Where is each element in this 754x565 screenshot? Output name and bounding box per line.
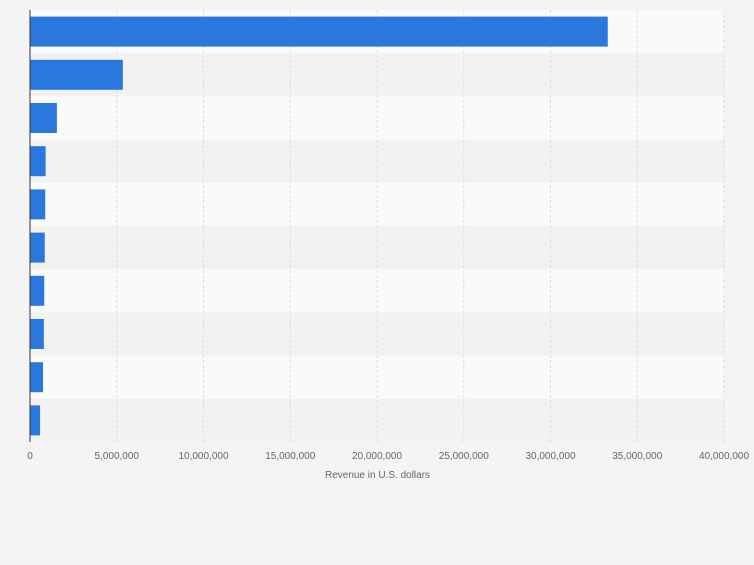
x-tick-label: 40,000,000 xyxy=(699,451,749,462)
bar[interactable] xyxy=(30,275,45,306)
row-band xyxy=(30,182,724,226)
row-band xyxy=(30,53,724,97)
row-bands xyxy=(30,10,724,442)
x-tick-label: 15,000,000 xyxy=(265,451,315,462)
bar[interactable] xyxy=(30,59,123,90)
x-tick-label: 30,000,000 xyxy=(525,451,575,462)
bar[interactable] xyxy=(30,405,41,436)
x-axis-label: Revenue in U.S. dollars xyxy=(325,470,430,481)
bar[interactable] xyxy=(30,146,46,177)
x-tick-label: 0 xyxy=(27,451,33,462)
bar[interactable] xyxy=(30,362,44,393)
x-tick-label: 25,000,000 xyxy=(439,451,489,462)
x-tick-label: 20,000,000 xyxy=(352,451,402,462)
bar[interactable] xyxy=(30,319,44,349)
x-tick-label: 35,000,000 xyxy=(612,451,662,462)
bar[interactable] xyxy=(30,189,46,220)
bar[interactable] xyxy=(30,16,608,47)
x-tick-labels: 0 5,000,000 10,000,000 15,000,000 20,000,000… xyxy=(27,451,749,462)
bar[interactable] xyxy=(30,232,45,263)
bars xyxy=(30,16,608,436)
x-tick-label: 10,000,000 xyxy=(178,451,228,462)
x-tick-label: 5,000,000 xyxy=(95,451,140,462)
row-band xyxy=(30,312,724,356)
bar[interactable] xyxy=(30,103,57,133)
